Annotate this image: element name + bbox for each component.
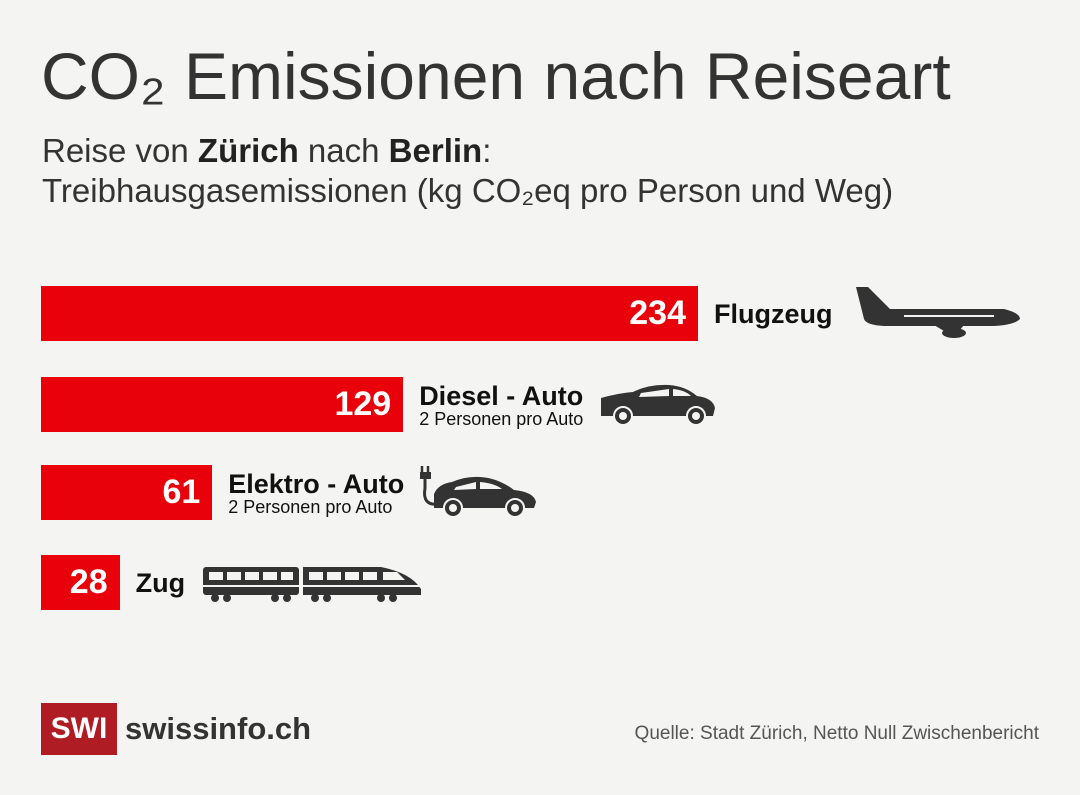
swissinfo-logo: SWI swissinfo.ch — [41, 703, 311, 755]
category-name: Elektro - Auto — [228, 468, 405, 499]
bar-row-zug: 28 Zug — [41, 555, 423, 610]
category-name: Diesel - Auto — [419, 380, 584, 411]
bar-zug: 28 — [41, 555, 120, 610]
category-label: Elektro - Auto 2 Personen pro Auto — [228, 470, 404, 516]
chart-title: CO₂ Emissionen nach Reiseart — [41, 39, 951, 113]
bar-flugzeug: 234 — [41, 286, 698, 341]
category-name: Flugzeug — [714, 298, 833, 329]
electric-car-icon — [420, 465, 537, 518]
logo-site: swissinfo.ch — [125, 711, 312, 746]
category-note: 2 Personen pro Auto — [228, 496, 393, 517]
subtitle-line-2: Treibhausgasemissionen (kg CO₂eq pro Per… — [42, 172, 894, 209]
value-label: 234 — [629, 294, 686, 332]
train-icon — [203, 566, 422, 602]
bar-diesel-auto: 129 — [41, 377, 404, 432]
airplane-icon — [856, 286, 1021, 338]
category-label: Diesel - Auto 2 Personen pro Auto — [419, 382, 583, 428]
subtitle-origin: Zürich — [197, 132, 299, 169]
logo-badge: SWI — [41, 703, 117, 755]
value-label: 61 — [162, 473, 201, 511]
bar-row-flugzeug: 234 Flugzeug — [41, 286, 1022, 341]
category-note: 2 Personen pro Auto — [419, 408, 584, 429]
value-label: 28 — [69, 563, 108, 601]
subtitle-line-1: Reise von Zürich nach Berlin: — [42, 132, 491, 170]
subtitle-destination: Berlin — [388, 132, 483, 169]
category-label: Zug — [136, 569, 185, 597]
bar-row-elektro-auto: 61 Elektro - Auto 2 Personen pro Auto — [41, 465, 538, 520]
category-name: Zug — [135, 567, 186, 598]
bar-row-diesel-auto: 129 Diesel - Auto 2 Personen pro Auto — [41, 377, 717, 432]
subtitle-suffix: : — [482, 132, 492, 169]
value-label: 129 — [334, 385, 392, 423]
subtitle-prefix: Reise von — [42, 132, 198, 169]
source-note: Quelle: Stadt Zürich, Netto Null Zwische… — [634, 723, 1039, 744]
subtitle-mid: nach — [298, 132, 389, 169]
bar-elektro-auto: 61 — [41, 465, 213, 520]
category-label: Flugzeug — [714, 300, 832, 328]
car-icon — [601, 384, 716, 426]
